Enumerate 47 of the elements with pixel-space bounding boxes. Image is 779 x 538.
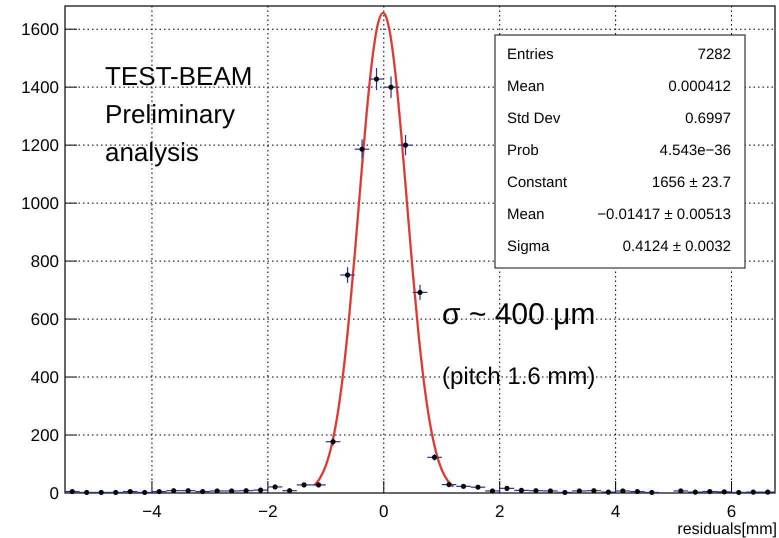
point — [84, 490, 90, 496]
point — [142, 490, 148, 496]
point — [359, 146, 365, 152]
annotation: 0.4124 ± 0.0032 — [622, 238, 731, 255]
y-tick-label: 1200 — [21, 136, 59, 156]
point — [562, 490, 568, 496]
annotation: 1656 ± 23.7 — [652, 174, 731, 191]
y-tick-label: 200 — [30, 426, 59, 446]
annotation: 7282 — [698, 46, 731, 63]
annotation: 0.6997 — [685, 110, 731, 127]
x-tick-label: 2 — [494, 502, 504, 521]
annotation: σ ~ 400 μm — [442, 298, 596, 331]
y-tick-label: 1000 — [21, 194, 59, 214]
point — [548, 488, 554, 494]
annotation: Constant — [507, 174, 568, 191]
x-axis-title: residuals[mm] — [677, 521, 777, 538]
annotation: Sigma — [507, 238, 550, 255]
x-tick-label: 0 — [379, 502, 389, 521]
annotation: Std Dev — [507, 110, 561, 127]
point — [344, 272, 350, 278]
y-tick-label: 0 — [50, 484, 59, 503]
point — [113, 490, 118, 496]
annotation: Mean — [507, 78, 545, 95]
y-tick-label: 1400 — [21, 78, 59, 98]
annotation: Prob — [507, 142, 539, 159]
annotation: TEST-BEAM Preliminary analysis — [105, 61, 252, 167]
y-tick-label: 800 — [30, 252, 59, 272]
annotation: Mean — [507, 206, 545, 223]
point — [388, 84, 394, 90]
y-tick-label: 600 — [30, 310, 59, 330]
annotation: (pitch 1.6 mm) — [442, 363, 596, 390]
x-tick-label: 4 — [610, 502, 620, 521]
annotation: 4.543e−36 — [660, 142, 731, 159]
point — [417, 290, 423, 295]
x-tick-label: −2 — [258, 502, 278, 521]
point — [649, 490, 654, 496]
point — [736, 490, 742, 496]
annotation: 0.000412 — [668, 78, 731, 95]
annotation: Entries — [507, 46, 554, 63]
y-tick-label: 400 — [30, 368, 59, 388]
x-tick-label: −4 — [142, 502, 162, 521]
x-tick-label: 6 — [726, 502, 736, 521]
point — [402, 142, 408, 148]
point — [374, 76, 380, 82]
annotation: −0.01417 ± 0.00513 — [597, 206, 731, 223]
y-tick-label: 1600 — [21, 20, 59, 40]
point — [98, 490, 104, 496]
